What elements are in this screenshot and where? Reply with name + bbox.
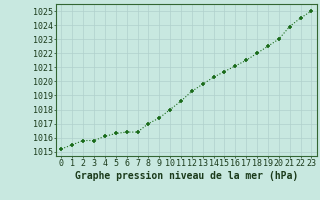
X-axis label: Graphe pression niveau de la mer (hPa): Graphe pression niveau de la mer (hPa) [75, 171, 298, 181]
